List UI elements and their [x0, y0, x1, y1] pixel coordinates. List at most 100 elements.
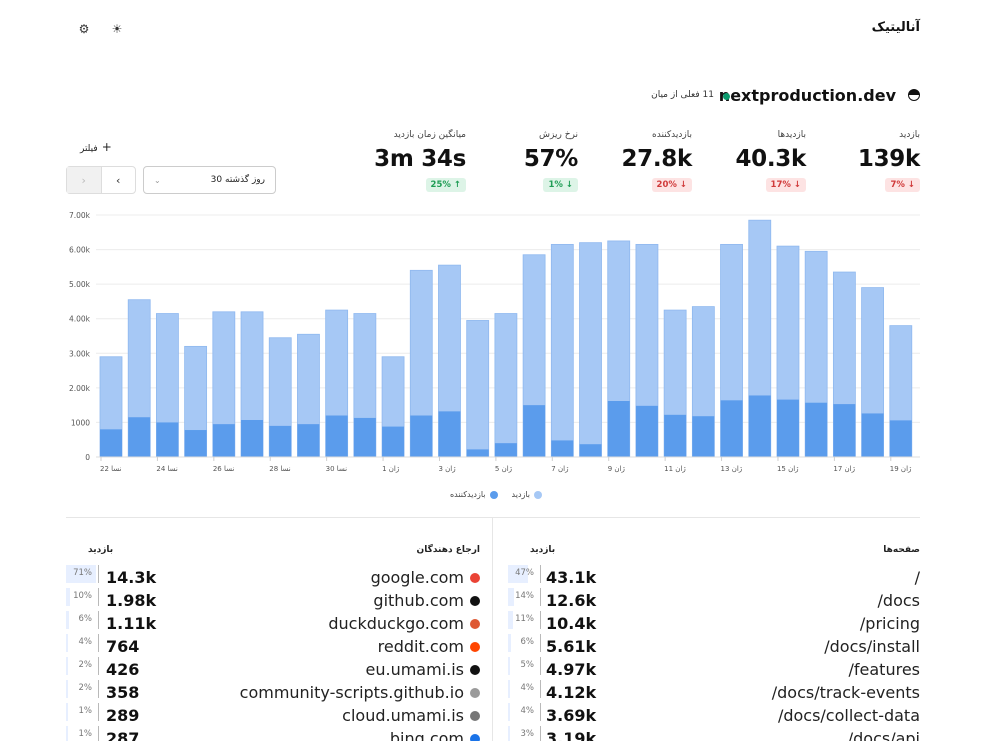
bar-visitors[interactable] — [889, 420, 912, 457]
row-percent: 3% — [520, 729, 535, 739]
bar-views[interactable] — [466, 320, 490, 458]
bar-views[interactable] — [579, 242, 602, 458]
row-count: 1.98k — [106, 591, 157, 610]
metric-bounce-rate: نرخ ریزش 57% 1% ↓ — [524, 130, 578, 192]
bar-visitors[interactable] — [466, 449, 489, 457]
row-percent: 5% — [520, 660, 535, 670]
chevron-right-icon[interactable]: › — [67, 167, 102, 193]
y-tick-label: 3.00k — [69, 349, 91, 358]
bar-visitors[interactable] — [353, 417, 376, 457]
legend-item-visitors[interactable]: بازدیدکننده — [450, 490, 498, 499]
bar-visitors[interactable] — [297, 424, 320, 457]
row-count: 3.69k — [546, 706, 597, 725]
row-label: cloud.umami.is — [342, 706, 480, 725]
table-row[interactable]: 3% 3.19k/docs/api — [0, 724, 992, 741]
table-row[interactable]: 14% 12.6k/docs — [0, 586, 992, 610]
x-tick-label: نسا 26 — [213, 465, 235, 473]
bar-visitors[interactable] — [128, 417, 151, 457]
bar-visitors[interactable] — [664, 414, 687, 457]
bar-views[interactable] — [550, 243, 574, 458]
date-range-select[interactable]: ⌄ 30 روز گذشته — [143, 166, 276, 194]
filter-button[interactable]: +فیلتر — [80, 140, 112, 154]
bar-visitors[interactable] — [607, 400, 630, 457]
bar-visitors[interactable] — [156, 422, 179, 457]
y-tick-label: 2.00k — [69, 384, 91, 393]
row-label: /docs/collect-data — [777, 706, 920, 725]
bar-visitors[interactable] — [212, 424, 235, 457]
percent-bar — [66, 588, 70, 606]
row-divider — [98, 657, 99, 675]
table-row[interactable]: 6% 1.11k duckduckgo.com — [0, 609, 992, 633]
bar-visitors[interactable] — [805, 402, 828, 457]
bar-visitors[interactable] — [776, 399, 799, 457]
bar-visitors[interactable] — [551, 440, 574, 457]
bar-visitors[interactable] — [523, 405, 546, 457]
row-label: /docs — [877, 591, 920, 610]
bar-visitors[interactable] — [184, 430, 207, 457]
table-row[interactable]: 10% 1.98k github.com — [0, 586, 992, 610]
table-row[interactable]: 1% 287 bing.com — [0, 724, 992, 741]
chevron-left-icon[interactable]: ‹ — [116, 173, 121, 187]
x-tick-label: نسا 22 — [100, 465, 122, 473]
bar-visitors[interactable] — [241, 420, 264, 457]
legend-item-views[interactable]: بازدید — [512, 490, 543, 499]
bar-visitors[interactable] — [100, 429, 123, 457]
row-count: 5.61k — [546, 637, 597, 656]
metric-label: بازدیدکننده — [652, 130, 692, 140]
row-divider — [98, 680, 99, 698]
percent-bar — [508, 634, 511, 652]
duckduckgo-icon — [470, 618, 480, 629]
bar-visitors[interactable] — [438, 411, 461, 457]
table-row[interactable]: 6% 5.61k/docs/install — [0, 632, 992, 656]
bar-visitors[interactable] — [635, 405, 658, 457]
x-tick-label: ژان 17 — [833, 465, 855, 473]
table-row[interactable]: 11% 10.4k/pricing — [0, 609, 992, 633]
bar-visitors[interactable] — [748, 395, 771, 457]
table-row[interactable]: 5% 4.97k/features — [0, 655, 992, 679]
percent-bar — [508, 680, 510, 698]
metric-label: نرخ ریزش — [539, 130, 578, 140]
table-row[interactable]: 2% 358 community-scripts.github.io — [0, 678, 992, 702]
sun-icon[interactable]: ☀ — [111, 22, 123, 36]
x-tick-label: ژان 19 — [890, 465, 912, 473]
google-icon — [470, 572, 480, 583]
row-percent: 71% — [73, 568, 92, 578]
row-divider — [540, 680, 541, 698]
bar-visitors[interactable] — [720, 400, 743, 457]
bar-visitors[interactable] — [410, 415, 433, 457]
divider — [492, 517, 493, 741]
table-row[interactable]: 4% 764 reddit.com — [0, 632, 992, 656]
row-label: / — [914, 568, 920, 587]
row-count: 14.3k — [106, 568, 157, 587]
table-row[interactable]: 2% 426 eu.umami.is — [0, 655, 992, 679]
table-row[interactable]: 1% 289 cloud.umami.is — [0, 701, 992, 725]
bar-visitors[interactable] — [382, 426, 405, 457]
bar-visitors[interactable] — [325, 415, 348, 457]
x-tick-label: نسا 24 — [156, 465, 178, 473]
metric-visitors: بازدیدکننده 27.8k 20% ↓ — [621, 130, 692, 192]
row-percent: 2% — [78, 683, 93, 693]
metric-change-badge: 17% ↓ — [765, 178, 806, 192]
gear-icon[interactable]: ⚙ — [78, 22, 90, 36]
metric-change-badge: 7% ↓ — [885, 178, 920, 192]
table-row[interactable]: 47% 43.1k / — [0, 563, 992, 587]
website-favicon-icon — [908, 89, 920, 101]
bar-views[interactable] — [494, 313, 518, 458]
chart-legend: بازدیدکننده بازدید — [0, 490, 992, 499]
row-percent: 47% — [515, 568, 534, 578]
bar-visitors[interactable] — [579, 444, 602, 457]
table-row[interactable]: 4% 3.69k/docs/collect-data — [0, 701, 992, 725]
y-tick-label: 4.00k — [69, 315, 91, 324]
bar-visitors[interactable] — [861, 413, 884, 457]
bar-visitors[interactable] — [692, 416, 715, 457]
reddit-icon — [470, 641, 480, 652]
table-row[interactable]: 71% 14.3k google.com — [0, 563, 992, 587]
metric-visits: بازدید 139k 7% ↓ — [858, 130, 920, 192]
bar-visitors[interactable] — [833, 404, 856, 457]
row-divider — [98, 726, 99, 741]
bar-visitors[interactable] — [269, 425, 292, 457]
table-row[interactable]: 4% 4.12k/docs/track-events — [0, 678, 992, 702]
bar-visitors[interactable] — [494, 443, 517, 457]
metric-value: 57% — [523, 146, 578, 172]
row-label: google.com — [371, 568, 480, 587]
